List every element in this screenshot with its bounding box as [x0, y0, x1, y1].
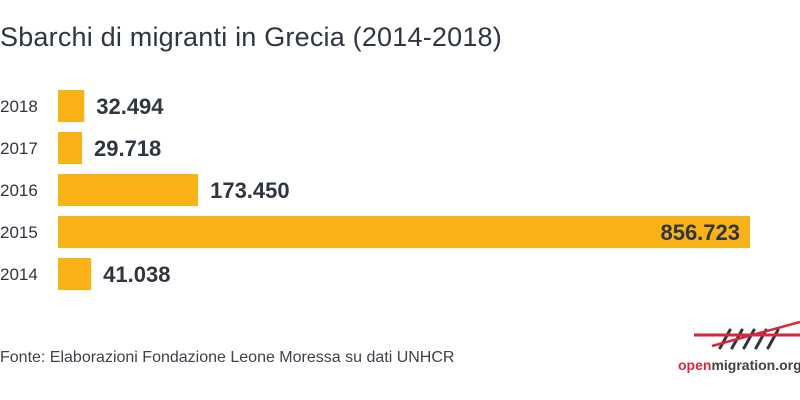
category-label: 2016 [0, 181, 38, 200]
bar-2017 [58, 132, 83, 164]
value-label: 173.450 [210, 178, 290, 203]
value-label: 29.718 [94, 136, 161, 161]
bar-2015 [58, 216, 750, 248]
category-label: 2015 [0, 223, 38, 242]
wordmark-suffix: migration.org [711, 357, 800, 373]
openmigration-logo-icon [694, 320, 800, 350]
category-label: 2014 [0, 265, 38, 284]
bar-chart: 2018 32.494 2017 29.718 2016 173.450 2015 856.7… [0, 90, 750, 290]
bar-2016 [58, 174, 199, 206]
openmigration-wordmark: openmigration.org [678, 357, 800, 373]
category-label: 2018 [0, 97, 38, 116]
category-label: 2017 [0, 139, 38, 158]
value-label: 856.723 [660, 220, 740, 245]
chart-title: Sbarchi di migranti in Grecia (2014-2018… [0, 22, 502, 52]
bar-2018 [58, 90, 85, 122]
source-note: Fonte: Elaborazioni Fondazione Leone Mor… [0, 349, 455, 366]
bar-2014 [58, 258, 92, 290]
wordmark-prefix: open [678, 357, 712, 373]
value-label: 32.494 [96, 94, 164, 119]
value-label: 41.038 [103, 262, 170, 287]
